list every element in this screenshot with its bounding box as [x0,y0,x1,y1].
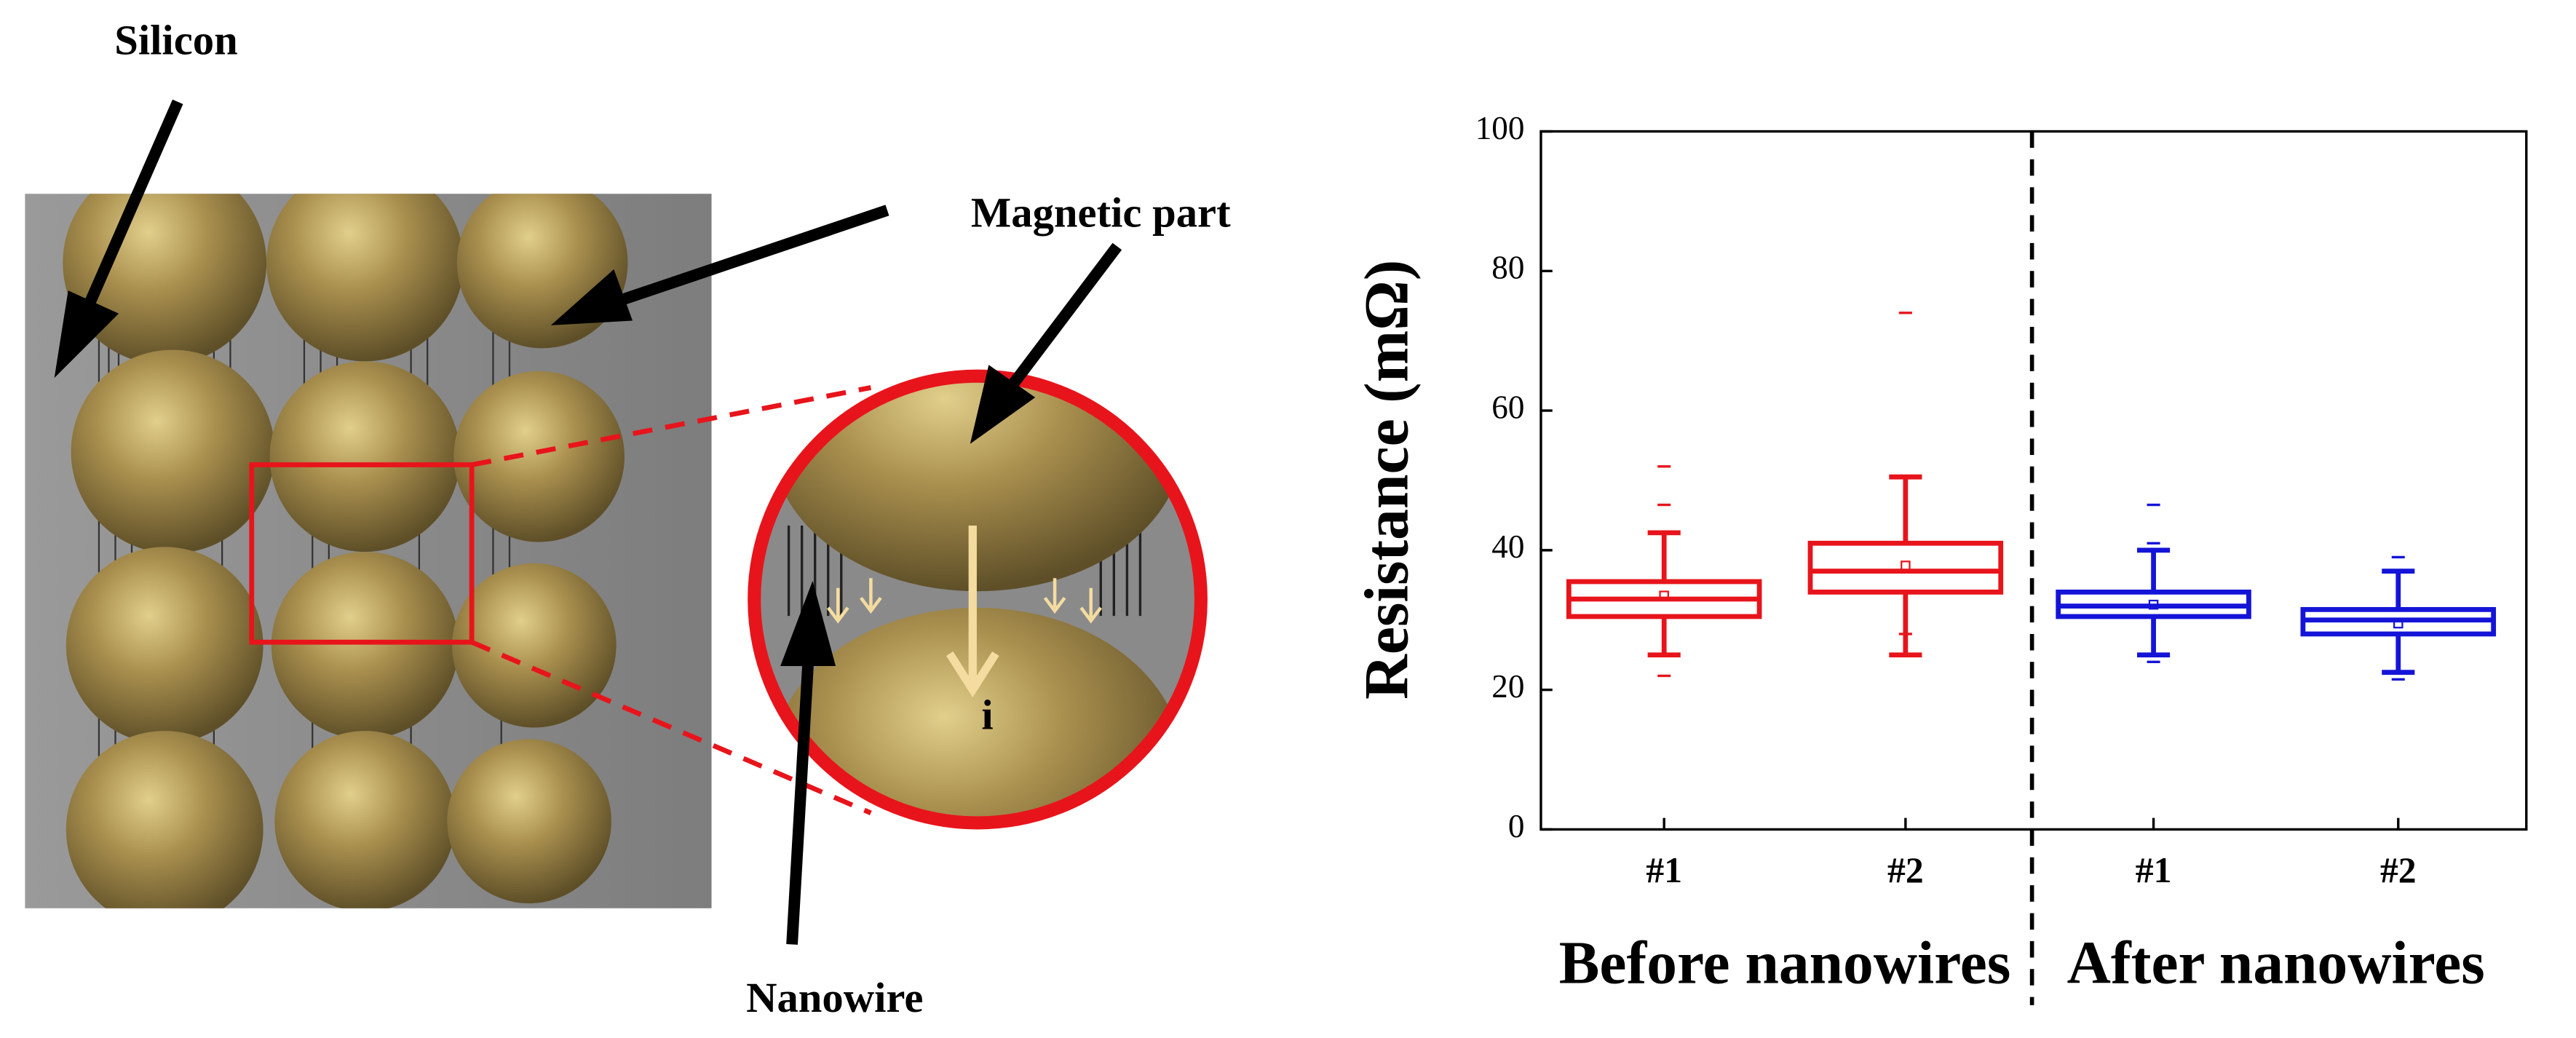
y-axis-label: Resistance (mΩ) [1352,260,1422,700]
y-tick-label: 20 [1491,668,1524,705]
y-tick-label: 0 [1508,808,1525,844]
zoom-circle [748,369,1208,830]
group-label: Before nanowires [1559,930,2011,997]
x-tick-label: #2 [2380,850,2417,890]
y-tick-label: 100 [1475,110,1525,146]
current-label: i [981,692,993,739]
nanowire-label: Nanowire [746,974,923,1021]
group-label: After nanowires [2067,930,2485,997]
chart: Resistance (mΩ) 0 20 40 60 80 100 #1 #2 #1 #2 Befo… [1352,110,2528,1005]
y-tick-label: 80 [1491,250,1524,286]
pointer-arrows [54,99,1122,945]
box [1807,540,2004,595]
magnetic-label: Magnetic part [971,189,1231,236]
mean [1659,590,1669,601]
mean [2393,618,2403,629]
zoom-box [249,462,475,645]
x-tick-label: #1 [2136,850,2172,890]
mean [1901,560,1911,571]
spheres [63,194,628,908]
x-tick-label: #2 [1887,850,1924,890]
silicon-label: Silicon [114,16,238,63]
zoom-view [754,376,1201,823]
y-tick-label: 40 [1491,528,1524,565]
illustration: Silicon Magnetic part Nanowire i [25,16,1231,1021]
mean [2148,599,2159,610]
y-tick-label: 60 [1491,389,1524,425]
x-tick-label: #1 [1646,850,1682,890]
current-arrow [826,526,1103,698]
